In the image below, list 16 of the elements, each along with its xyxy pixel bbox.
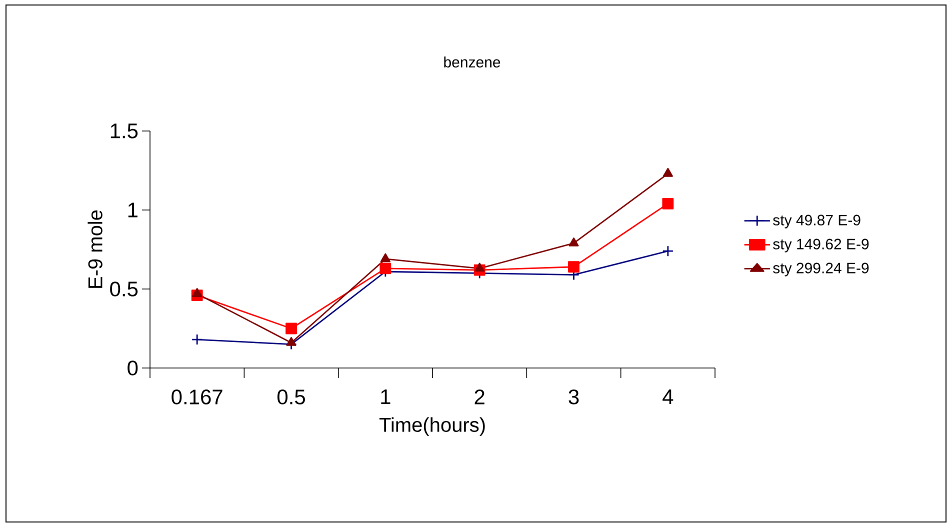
x-tick-label: 3 xyxy=(568,390,579,404)
y-tick-label: 0.5 xyxy=(110,282,138,296)
x-tick-label: 0.167 xyxy=(172,390,222,404)
legend-label: sty 299.24 E-9 xyxy=(773,262,869,276)
y-tick-label: 1.5 xyxy=(110,124,138,138)
x-tick-label: 4 xyxy=(662,390,674,404)
x-tick-label: 0.5 xyxy=(277,390,305,404)
x-tick-label: 1 xyxy=(381,390,390,404)
x-tick-label: 2 xyxy=(474,390,484,404)
legend-label: sty 49.87 E-9 xyxy=(773,214,860,228)
y-axis-title: E-9 mole xyxy=(88,210,102,288)
y-tick-label: 0 xyxy=(128,360,138,376)
chart-title: benzene xyxy=(444,56,500,68)
y-tick-label: 1 xyxy=(128,202,138,218)
legend-label: sty 149.62 E-9 xyxy=(773,238,869,252)
x-axis-title: Time(hours) xyxy=(379,417,485,436)
